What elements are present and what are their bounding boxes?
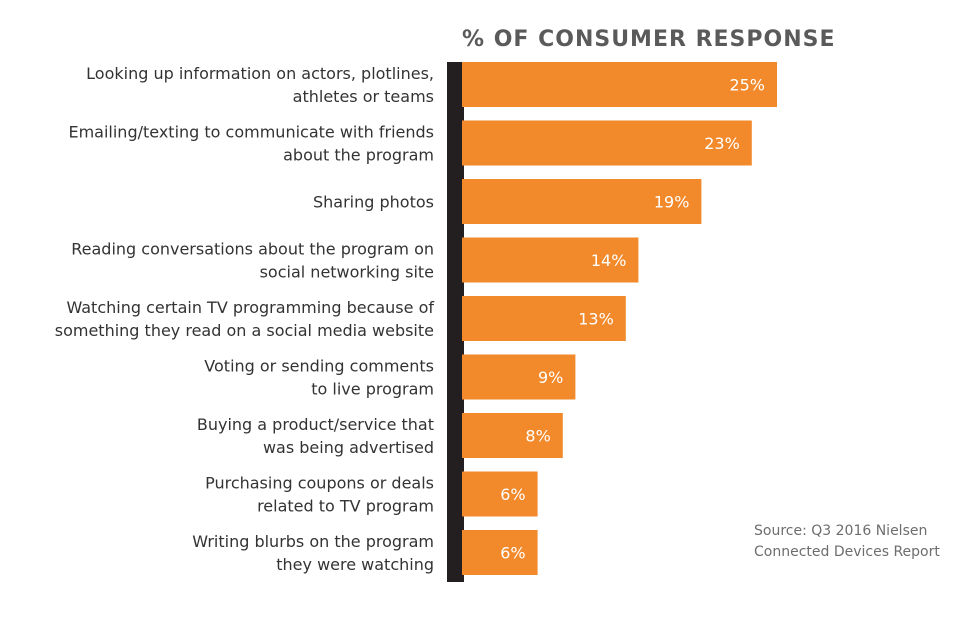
bar (462, 62, 777, 107)
source-line-1: Source: Q3 2016 Nielsen (754, 523, 928, 539)
bar (462, 354, 576, 400)
category-label: Buying a product/service that was being a… (197, 415, 434, 457)
category-label-line: was being advertised (263, 438, 434, 457)
category-label: Looking up information on actors, plotli… (86, 64, 434, 106)
category-label-line: Emailing/texting to communicate with fri… (68, 123, 434, 142)
category-label: Reading conversations about the program … (71, 240, 434, 282)
category-label: Watching certain TV programming because … (55, 298, 435, 340)
category-label-line: Looking up information on actors, plotli… (86, 64, 434, 83)
category-label: Writing blurbs on the program they were w… (192, 532, 434, 574)
category-label-line: Purchasing coupons or deals (205, 474, 434, 493)
bar-value-label: 8% (525, 427, 550, 446)
category-label: Purchasing coupons or deals related to TV… (205, 474, 434, 516)
source-note: Source: Q3 2016 Nielsen Connected Device… (754, 521, 940, 563)
bar-value-label: 6% (500, 544, 525, 563)
chart-title: % OF CONSUMER RESPONSE (462, 27, 836, 52)
category-label: Sharing photos (313, 193, 434, 212)
bar (462, 237, 639, 283)
source-line-2: Connected Devices Report (754, 544, 940, 560)
bar (462, 120, 752, 166)
bar-value-label: 25% (729, 76, 765, 95)
category-label-line: Writing blurbs on the program (192, 532, 434, 551)
bar-value-label: 14% (591, 251, 627, 270)
bar-value-label: 13% (578, 310, 614, 329)
category-label-line: about the program (283, 146, 434, 165)
bar-value-label: 19% (654, 193, 690, 212)
bar (462, 296, 626, 341)
category-label-line: Reading conversations about the program … (71, 240, 434, 259)
bar (462, 179, 702, 224)
category-label-line: they were watching (276, 555, 434, 574)
category-label-line: athletes or teams (293, 87, 434, 106)
bar (462, 471, 538, 517)
category-label-line: social networking site (260, 263, 434, 282)
bar (462, 413, 563, 458)
category-label-line: to live program (311, 380, 434, 399)
category-label-line: related to TV program (257, 497, 434, 516)
category-label-line: Buying a product/service that (197, 415, 434, 434)
category-label: Voting or sending comments to live progra… (204, 357, 434, 399)
bar-value-label: 9% (538, 368, 563, 387)
category-label-line: Voting or sending comments (204, 357, 434, 376)
category-label-line: Watching certain TV programming because … (66, 298, 434, 317)
category-label-line: Sharing photos (313, 193, 434, 212)
category-label: Emailing/texting to communicate with fri… (68, 123, 434, 165)
bar (462, 530, 538, 575)
y-axis-line (447, 62, 464, 582)
bar-value-label: 6% (500, 485, 525, 504)
bar-value-label: 23% (704, 134, 740, 153)
category-label-line: something they read on a social media we… (55, 321, 434, 340)
